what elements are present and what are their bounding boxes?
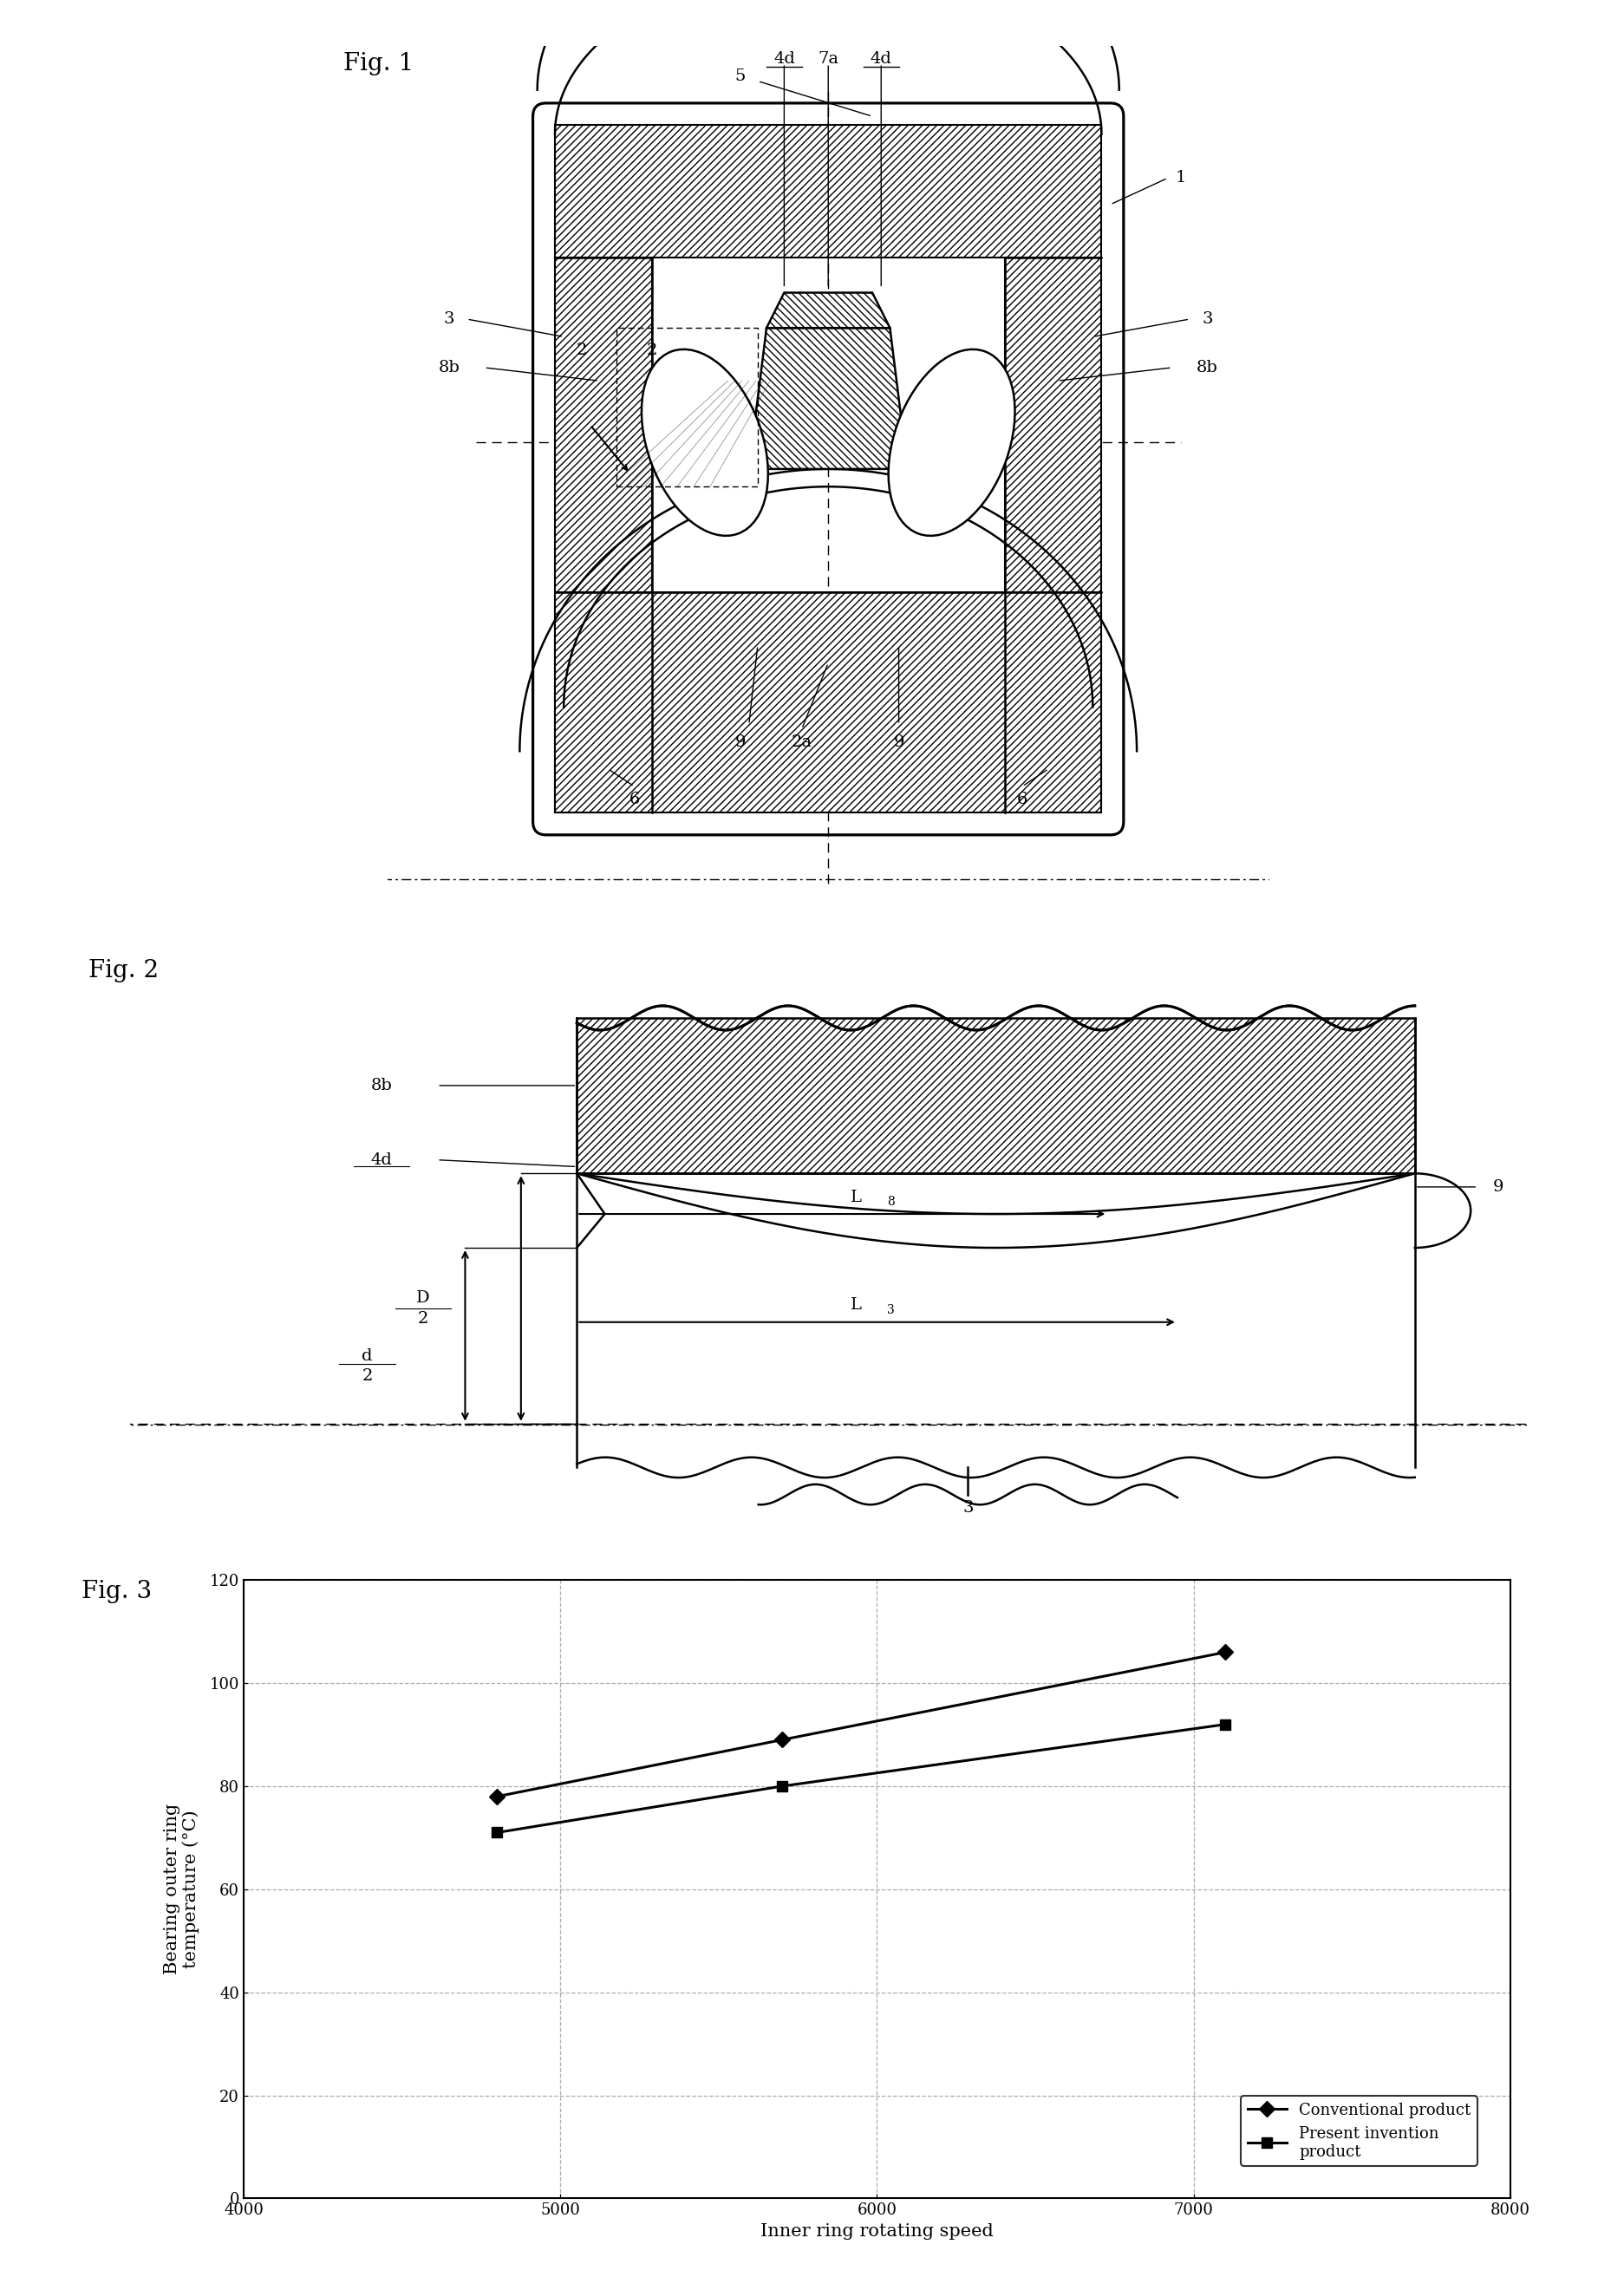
Text: 8b: 8b <box>1197 360 1218 376</box>
Line: Present invention
product: Present invention product <box>492 1720 1231 1839</box>
Present invention
product <box>773 1772 793 1800</box>
Text: 8b: 8b <box>438 360 460 376</box>
Text: 8b: 8b <box>370 1079 391 1092</box>
Text: 8: 8 <box>887 1195 895 1207</box>
Text: 6: 6 <box>628 792 640 808</box>
Conventional product <box>1215 1640 1236 1667</box>
Polygon shape <box>767 293 890 327</box>
Text: 2: 2 <box>417 1310 429 1326</box>
Text: 2a: 2a <box>791 735 812 751</box>
Text: 9: 9 <box>1492 1179 1504 1195</box>
Text: 2: 2 <box>577 341 586 357</box>
Ellipse shape <box>888 350 1015 536</box>
Text: L: L <box>851 1189 862 1205</box>
Text: 4d: 4d <box>773 50 794 66</box>
Text: 5: 5 <box>734 69 745 85</box>
Text: 7a: 7a <box>818 50 838 66</box>
Text: D: D <box>416 1292 430 1305</box>
Polygon shape <box>555 593 1101 813</box>
Polygon shape <box>577 1019 1415 1172</box>
Text: 3: 3 <box>1202 311 1213 327</box>
Text: 2: 2 <box>646 341 658 357</box>
Present invention
product <box>487 1818 507 1846</box>
Line: Conventional product: Conventional product <box>492 1647 1231 1802</box>
Text: 3: 3 <box>443 311 455 327</box>
Text: Fig. 2: Fig. 2 <box>88 960 159 982</box>
Text: 4d: 4d <box>870 50 892 66</box>
Text: L: L <box>851 1298 862 1312</box>
Polygon shape <box>555 256 651 813</box>
Polygon shape <box>555 126 1101 256</box>
Present invention
product <box>1215 1711 1236 1738</box>
Text: 2: 2 <box>362 1369 374 1383</box>
Ellipse shape <box>641 350 768 536</box>
Polygon shape <box>749 327 908 469</box>
Y-axis label: Bearing outer ring
temperature (°C): Bearing outer ring temperature (°C) <box>164 1805 200 1974</box>
Text: 9: 9 <box>734 735 745 751</box>
Text: 9: 9 <box>893 735 905 751</box>
X-axis label: Inner ring rotating speed: Inner ring rotating speed <box>760 2224 994 2240</box>
Text: 1: 1 <box>1176 169 1186 185</box>
Text: 3: 3 <box>887 1303 895 1317</box>
Conventional product <box>773 1727 793 1754</box>
Polygon shape <box>1005 256 1101 813</box>
Text: 4d: 4d <box>370 1152 391 1168</box>
Legend: Conventional product, Present invention
product: Conventional product, Present invention … <box>1241 2095 1478 2166</box>
Text: 3: 3 <box>963 1500 973 1516</box>
Text: d: d <box>362 1349 374 1365</box>
Conventional product <box>487 1782 507 1809</box>
Text: 6: 6 <box>1017 792 1028 808</box>
Text: Fig. 1: Fig. 1 <box>343 53 414 76</box>
Text: Fig. 3: Fig. 3 <box>81 1580 151 1603</box>
